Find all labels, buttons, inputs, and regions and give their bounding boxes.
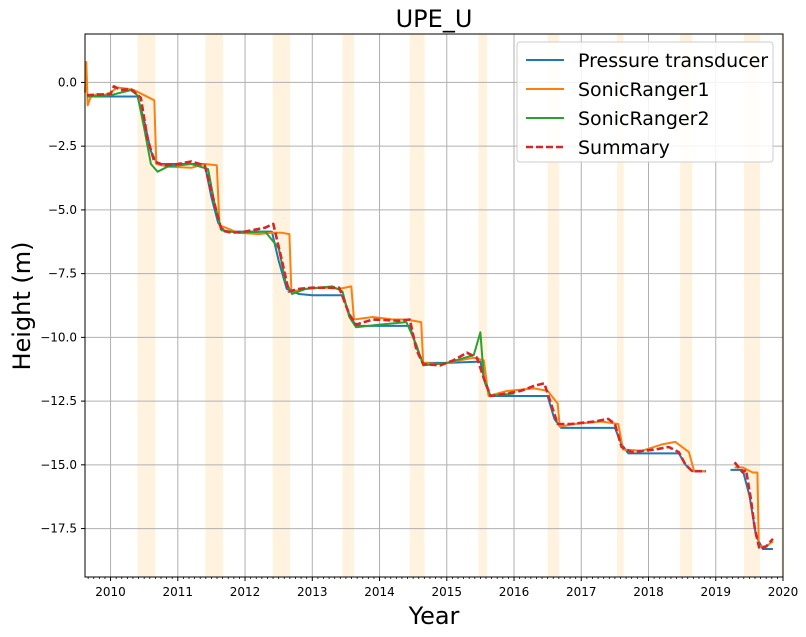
summer-band-3 — [342, 34, 354, 577]
series-line-3-1 — [733, 461, 774, 551]
legend-label: Summary — [578, 137, 670, 159]
legend-box — [516, 41, 774, 163]
x-tick-label: 2019 — [700, 585, 731, 599]
x-tick-label: 2012 — [230, 585, 261, 599]
y-tick-label: −5.0 — [48, 203, 77, 217]
x-tick-label: 2016 — [499, 585, 530, 599]
x-tick-label: 2014 — [364, 585, 395, 599]
summer-bands — [137, 34, 783, 577]
legend-label: Pressure transducer — [578, 50, 768, 72]
summer-band-0 — [137, 34, 156, 577]
y-tick-label: −10.0 — [40, 330, 77, 344]
y-tick-label: −2.5 — [48, 139, 77, 153]
y-tick-label: −7.5 — [48, 267, 77, 281]
summer-band-10 — [780, 34, 783, 577]
x-axis-label: Year — [408, 602, 460, 630]
x-tick-label: 2020 — [768, 585, 799, 599]
x-axis-ticks: 2010 2011 2012 2013 2014 2015 2016 2017 2018 2019… — [87, 577, 799, 599]
summer-band-9 — [743, 34, 761, 577]
summer-band-2 — [272, 34, 291, 577]
x-tick-label: 2013 — [297, 585, 328, 599]
x-tick-label: 2017 — [566, 585, 597, 599]
y-tick-label: −12.5 — [40, 394, 77, 408]
y-axis-ticks: 0.0 −2.5 −5.0 −7.5 −10.0 −12.5 −15.0 −17.5 — [40, 75, 85, 536]
legend: Pressure transducer SonicRanger1 SonicRang… — [516, 41, 774, 163]
y-tick-label: −17.5 — [40, 522, 77, 536]
summer-band-5 — [478, 34, 488, 577]
series-lines — [84, 61, 774, 551]
legend-label: SonicRanger1 — [578, 79, 710, 101]
y-tick-label: 0.0 — [58, 75, 77, 89]
x-tick-label: 2011 — [163, 585, 194, 599]
summer-band-8 — [680, 34, 693, 577]
summer-band-6 — [547, 34, 560, 577]
summer-band-1 — [205, 34, 223, 577]
summer-band-7 — [616, 34, 624, 577]
plot-frame — [84, 33, 784, 578]
x-tick-label: 2015 — [432, 585, 463, 599]
x-tick-label: 2018 — [633, 585, 664, 599]
chart-title: UPE_U — [396, 5, 473, 33]
y-tick-label: −15.0 — [40, 458, 77, 472]
summer-band-4 — [409, 34, 425, 577]
x-tick-label: 2010 — [95, 585, 126, 599]
y-axis-label: Height (m) — [8, 241, 36, 370]
legend-label: SonicRanger2 — [578, 108, 710, 130]
series-line-3-0 — [86, 85, 706, 473]
